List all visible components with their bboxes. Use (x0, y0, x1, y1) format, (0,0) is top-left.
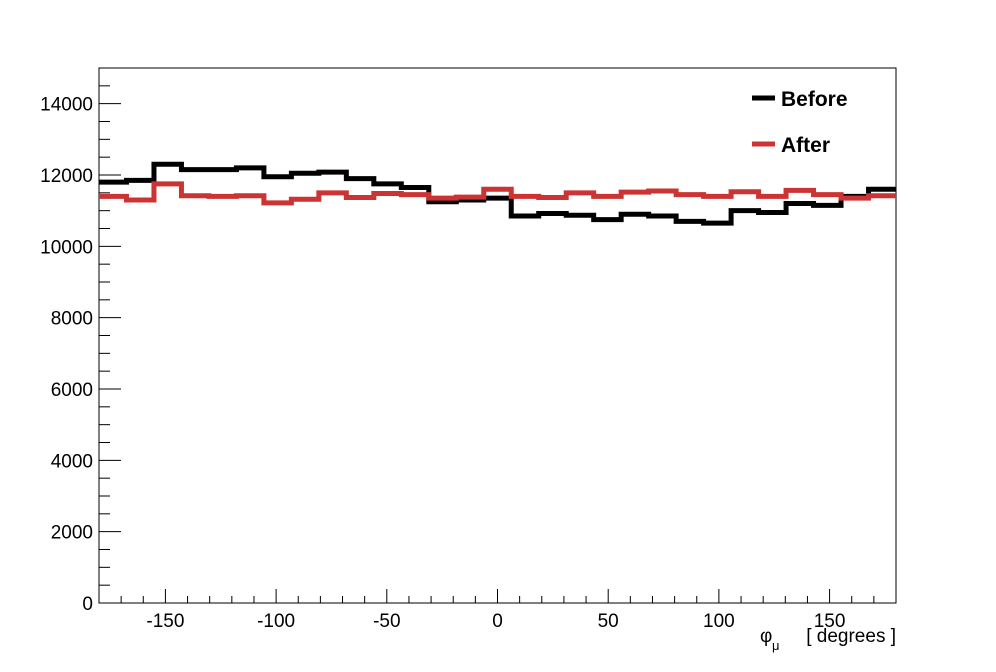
series-line-after (99, 181, 896, 206)
y-tick-label: 14000 (40, 95, 93, 116)
axis-ticks (98, 67, 897, 604)
x-tick-label: 150 (814, 611, 846, 632)
tick-labels: -150 -100 -50 0 50 100 150 0 2000 4000 6000 8000 100… (40, 95, 845, 632)
legend-label-after: After (781, 134, 830, 157)
x-axis-title: φ μ [ degrees ] (760, 626, 896, 653)
x-axis-subscript: μ (772, 638, 780, 653)
y-tick-label: 2000 (51, 523, 93, 544)
y-tick-label: 10000 (40, 237, 93, 258)
x-tick-label: 0 (492, 611, 503, 632)
legend-label-before: Before (781, 88, 848, 111)
x-tick-label: -100 (257, 611, 295, 632)
x-tick-label: 50 (598, 611, 619, 632)
x-tick-label: 100 (703, 611, 735, 632)
x-tick-label: -50 (373, 611, 400, 632)
legend: Before After (752, 88, 848, 157)
x-axis-unit: [ degrees ] (806, 626, 896, 647)
y-tick-label: 6000 (51, 380, 93, 401)
y-tick-label: 12000 (40, 166, 93, 187)
y-tick-label: 8000 (51, 309, 93, 330)
y-tick-label: 4000 (51, 451, 93, 472)
plot-frame (98, 67, 897, 604)
y-tick-label: 0 (82, 594, 93, 615)
x-axis-symbol: φ (760, 626, 772, 647)
series-layer (99, 161, 896, 226)
x-tick-label: -150 (146, 611, 184, 632)
